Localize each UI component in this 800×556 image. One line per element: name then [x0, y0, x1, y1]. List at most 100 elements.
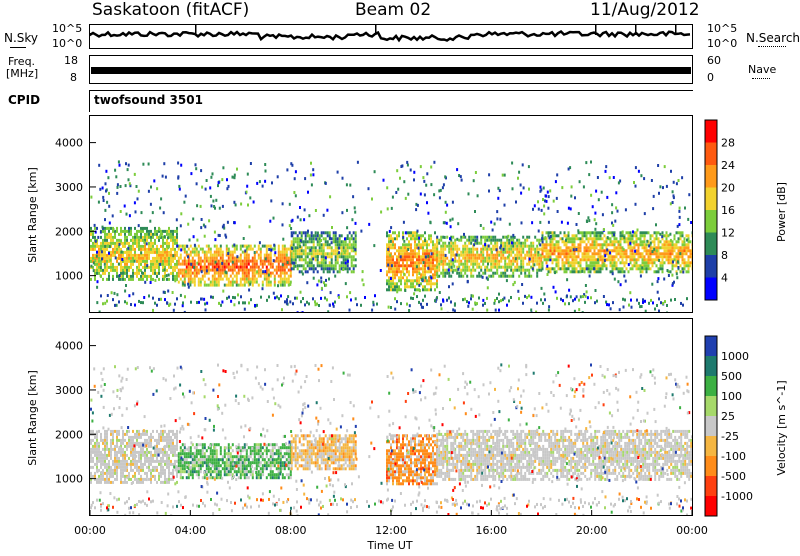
power-cell [249, 283, 251, 286]
power-cell [597, 258, 599, 261]
power-cell [673, 181, 675, 184]
power-cell [640, 270, 642, 273]
power-cell [434, 243, 436, 246]
power-cell [524, 295, 526, 298]
power-cell [150, 278, 152, 281]
power-cell [325, 243, 327, 246]
power-cell [124, 290, 126, 293]
power-cell [332, 303, 334, 306]
colorbar-swatch [705, 143, 717, 166]
power-cell [307, 261, 309, 264]
power-cell [438, 266, 440, 269]
velocity-cell [96, 451, 98, 454]
power-cell [408, 279, 410, 282]
power-cell [160, 260, 162, 263]
power-cell [521, 283, 523, 286]
power-cell [132, 278, 134, 281]
power-cell [436, 257, 438, 260]
power-cell [156, 245, 158, 248]
power-cell [105, 170, 107, 173]
velocity-cell [204, 476, 206, 479]
power-cell [190, 260, 192, 263]
power-cell [351, 218, 353, 221]
power-cell [400, 270, 402, 273]
power-cell [678, 179, 680, 182]
power-cell [516, 242, 518, 245]
power-cell [626, 249, 628, 252]
power-cell [297, 264, 299, 267]
velocity-cell [146, 451, 148, 454]
power-cell [439, 291, 441, 294]
power-cell [333, 270, 335, 273]
power-cell [193, 266, 195, 269]
power-cell [154, 279, 156, 282]
power-cell [536, 275, 538, 278]
power-cell [392, 258, 394, 261]
power-cell [176, 251, 178, 254]
power-cell [684, 252, 686, 255]
power-cell [148, 236, 150, 239]
power-cell [248, 257, 250, 260]
power-cell [216, 248, 218, 251]
power-cell [575, 248, 577, 251]
power-cell [315, 252, 317, 255]
power-cell [256, 304, 258, 307]
power-cell [186, 266, 188, 269]
power-cell [297, 216, 299, 219]
power-cell [224, 266, 226, 269]
power-cell [556, 249, 558, 252]
velocity-cell [122, 481, 124, 484]
power-cell [341, 261, 343, 264]
power-cell [274, 275, 276, 278]
velocity-cell [118, 433, 120, 436]
power-cell [416, 237, 418, 240]
power-cell [394, 267, 396, 270]
power-cell [270, 254, 272, 257]
power-cell [548, 305, 550, 308]
power-cell [636, 237, 638, 240]
velocity-cell [112, 463, 114, 466]
power-cell [320, 277, 322, 280]
power-cell [110, 251, 112, 254]
velocity-cell [178, 464, 180, 467]
power-cell [90, 278, 92, 281]
power-cell [550, 252, 552, 255]
power-cell [162, 263, 164, 266]
power-cell [194, 260, 196, 263]
power-cell [562, 261, 564, 264]
power-cell [309, 240, 311, 243]
power-cell [394, 273, 396, 276]
power-cell [456, 272, 458, 275]
power-cell [345, 264, 347, 267]
power-cell [670, 258, 672, 261]
power-cell [625, 280, 627, 283]
power-cell [402, 264, 404, 267]
power-cell [677, 260, 679, 263]
power-cell [246, 269, 248, 272]
power-cell [313, 237, 315, 240]
power-cell [496, 248, 498, 251]
power-cell [504, 257, 506, 260]
power-cell [558, 267, 560, 270]
power-cell [388, 282, 390, 285]
power-cell [176, 233, 178, 236]
power-cell [294, 177, 296, 180]
power-cell [678, 237, 680, 240]
power-cell [422, 264, 424, 267]
power-cell [476, 302, 478, 305]
power-cell [499, 218, 501, 221]
power-cell [622, 258, 624, 261]
power-cell [204, 225, 206, 228]
power-cell [488, 239, 490, 242]
power-cell [329, 270, 331, 273]
velocity-cell [184, 467, 186, 470]
power-cell [190, 172, 192, 175]
velocity-cell [130, 439, 132, 442]
power-cell [506, 239, 508, 242]
velocity-cell [110, 433, 112, 436]
power-cell [262, 281, 264, 284]
power-cell [333, 237, 335, 240]
power-cell [280, 278, 282, 281]
power-cell [632, 255, 634, 258]
velocity-cell [90, 457, 92, 460]
